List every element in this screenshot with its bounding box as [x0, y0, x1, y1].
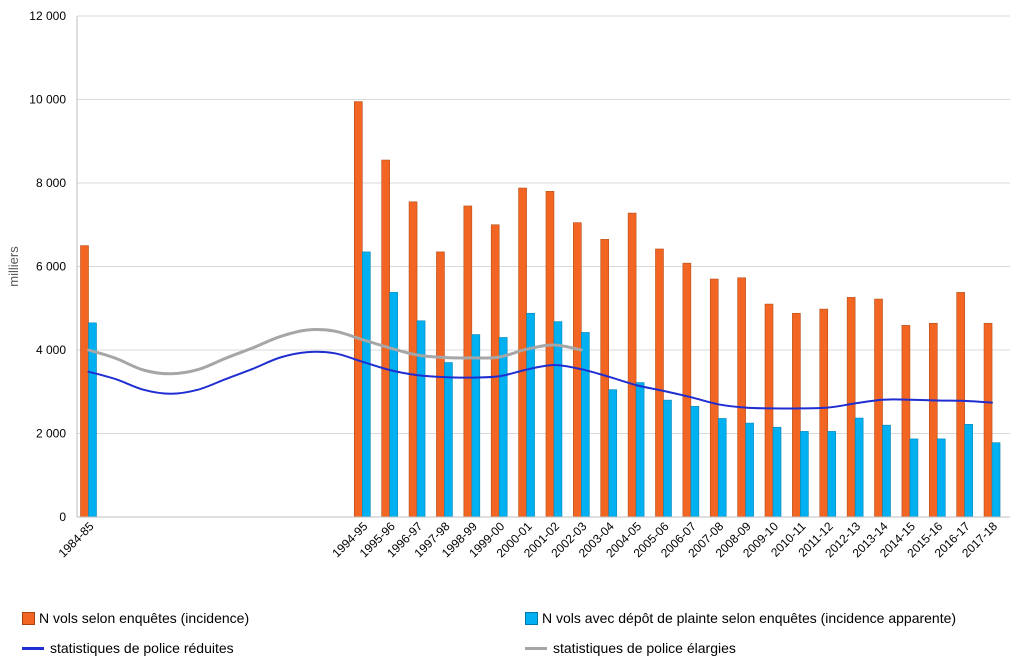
- bar-incidence-apparente: [581, 332, 590, 518]
- bar-incidence-apparente: [553, 321, 563, 518]
- bar-incidence: [846, 297, 856, 518]
- bar-incidence: [408, 201, 418, 518]
- bar-incidence: [983, 322, 993, 518]
- legend-label-police-elargies: statistiques de police élargies: [553, 640, 736, 656]
- bar-incidence-apparente: [909, 438, 919, 518]
- line-police-elargies: [87, 328, 583, 376]
- bar-incidence: [682, 262, 692, 518]
- bar-incidence-apparente: [991, 442, 1001, 518]
- y-tick-label: 8 000: [36, 176, 66, 190]
- legend-item-police-reduites: statistiques de police réduites: [22, 640, 234, 656]
- bar-incidence-apparente: [389, 292, 398, 518]
- bar-incidence: [956, 292, 965, 518]
- bar-incidence-apparente: [800, 431, 809, 518]
- bar-incidence: [655, 248, 664, 518]
- bar-incidence: [709, 278, 719, 518]
- bar-incidence-apparente: [772, 426, 782, 518]
- bar-incidence: [819, 308, 829, 518]
- lines-layer: [87, 328, 993, 410]
- legend-line-dark-blue: [22, 646, 44, 650]
- bar-incidence-apparente: [444, 362, 453, 518]
- bar-incidence: [792, 312, 801, 518]
- bar-incidence: [874, 298, 883, 518]
- y-tick-label: 2 000: [36, 427, 66, 441]
- bar-incidence-apparente: [663, 399, 672, 518]
- bar-incidence-apparente: [608, 389, 618, 518]
- bar-incidence-apparente: [745, 422, 754, 518]
- bar-incidence-apparente: [717, 418, 727, 518]
- bar-incidence: [436, 251, 445, 518]
- bar-incidence-apparente: [526, 312, 535, 518]
- bar-incidence-apparente: [361, 251, 371, 518]
- bar-incidence: [381, 159, 390, 518]
- bar-incidence-apparente: [690, 406, 700, 518]
- legend-label-incidence: N vols selon enquêtes (incidence): [39, 610, 250, 626]
- legend-item-incidence: N vols selon enquêtes (incidence): [22, 610, 249, 626]
- bar-incidence-apparente: [498, 337, 508, 518]
- bar-incidence-apparente: [854, 417, 864, 518]
- bar-incidence: [463, 205, 473, 518]
- legend-label-police-reduites: statistiques de police réduites: [50, 640, 234, 656]
- bar-incidence: [901, 325, 911, 518]
- legend-swatch-orange: [22, 611, 35, 625]
- y-tick-label: 4 000: [36, 343, 66, 357]
- bar-incidence: [764, 303, 774, 518]
- bar-incidence: [737, 277, 746, 518]
- legend-item-police-elargies: statistiques de police élargies: [525, 640, 736, 656]
- y-axis-label: milliers: [6, 246, 21, 287]
- bar-incidence: [627, 212, 637, 518]
- y-tick-label: 12 000: [29, 9, 66, 23]
- bar-incidence-apparente: [635, 382, 645, 518]
- bar-incidence: [80, 245, 89, 518]
- bar-incidence-apparente: [827, 431, 837, 518]
- bar-incidence-apparente: [936, 438, 946, 518]
- bar-incidence: [600, 239, 610, 518]
- bar-incidence-apparente: [882, 424, 891, 518]
- bar-incidence: [353, 101, 363, 518]
- bar-incidence-apparente: [471, 334, 481, 518]
- legend-line-grey: [525, 646, 547, 650]
- line-police-reduites: [87, 350, 993, 410]
- bars-layer: [80, 101, 1001, 518]
- y-tick-label: 10 000: [29, 93, 66, 107]
- bar-incidence-apparente: [416, 320, 426, 518]
- legend-swatch-blue: [525, 611, 538, 625]
- y-tick-label: 6 000: [36, 260, 66, 274]
- legend-item-apparent: N vols avec dépôt de plainte selon enquê…: [525, 610, 956, 626]
- x-tick-label: 1984-85: [56, 519, 97, 560]
- y-tick-label: 0: [59, 510, 66, 524]
- bar-incidence-apparente: [964, 424, 973, 518]
- bar-incidence: [545, 191, 555, 518]
- bar-incidence: [928, 322, 938, 518]
- grid-layer: [77, 15, 1010, 434]
- legend-label-apparent: N vols avec dépôt de plainte selon enquê…: [542, 610, 957, 626]
- bar-incidence: [490, 224, 500, 518]
